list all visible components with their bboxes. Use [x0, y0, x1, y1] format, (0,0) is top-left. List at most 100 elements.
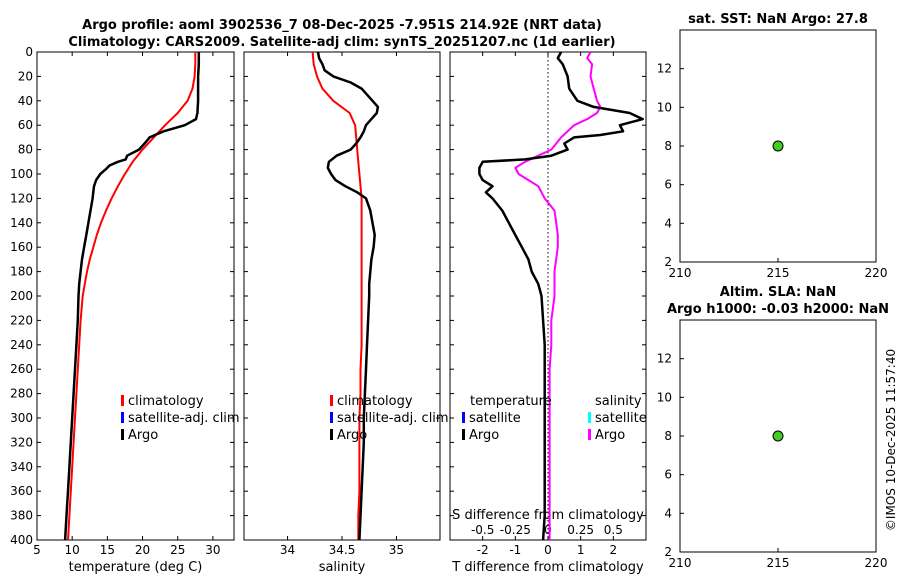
salinity-diff-axis-label: S difference from climatology — [452, 508, 644, 523]
depth-tick-label: 20 — [18, 69, 33, 83]
temperature-climatology-line — [67, 52, 197, 541]
temperature-legend-label: climatology — [128, 394, 204, 409]
difference-x-axis-label: T difference from climatology — [451, 560, 644, 575]
diff-legend-temperature-header: temperature — [470, 394, 552, 409]
sla-data-point — [772, 430, 784, 442]
temperature-x-tick-label: 25 — [170, 543, 185, 557]
depth-tick-label: 120 — [10, 191, 33, 205]
sst-y-tick-label: 2 — [664, 255, 672, 269]
sst-data-point — [772, 140, 784, 152]
sst-x-tick-label: 210 — [669, 266, 692, 280]
depth-tick-label: 200 — [10, 289, 33, 303]
difference-x-tick-label: 1 — [577, 543, 585, 557]
depth-tick-label: 300 — [10, 411, 33, 425]
temperature-legend-label: Argo — [128, 428, 158, 443]
sst-x-tick-label: 220 — [865, 266, 888, 280]
depth-tick-label: 400 — [10, 533, 33, 547]
diff-temperature-legend-label: Argo — [469, 428, 499, 443]
temperature-x-tick-label: 10 — [65, 543, 80, 557]
sla-y-tick-label: 2 — [664, 545, 672, 559]
sla-title-line1: Altim. SLA: NaN — [720, 285, 836, 300]
sst-y-tick-label: 4 — [664, 216, 672, 230]
sla-x-tick-label: 215 — [767, 556, 790, 570]
temperature-difference-argo-line — [478, 51, 644, 541]
salinity-legend-label: climatology — [337, 394, 413, 409]
temperature-x-tick-label: 30 — [205, 543, 220, 557]
salinity-argo-line — [316, 51, 380, 541]
difference-x-tick-label: 0 — [544, 543, 552, 557]
sla-y-tick-label: 6 — [664, 468, 672, 482]
salinity-axes-box — [243, 51, 441, 541]
depth-tick-label: 240 — [10, 338, 33, 352]
salinity-legend-swatch — [330, 395, 333, 406]
sst-x-tick-label: 215 — [767, 266, 790, 280]
salinity-diff-tick-label: -0.5 — [471, 523, 494, 537]
sst-title: sat. SST: NaN Argo: 27.8 — [688, 12, 868, 27]
temperature-x-tick-label: 5 — [33, 543, 41, 557]
figure-title-line2: Climatology: CARS2009. Satellite-adj cli… — [68, 35, 615, 50]
temperature-legend-swatch — [121, 395, 124, 406]
sla-x-tick-label: 210 — [669, 556, 692, 570]
depth-tick-label: 100 — [10, 167, 33, 181]
salinity-x-axis-label: salinity — [319, 560, 366, 575]
sst-y-tick-label: 6 — [664, 178, 672, 192]
diff-salinity-legend-label: Argo — [595, 428, 625, 443]
salinity-x-tick-label: 34.5 — [329, 543, 356, 557]
depth-tick-label: 340 — [10, 460, 33, 474]
sla-y-tick-label: 8 — [664, 429, 672, 443]
temperature-x-tick-label: 15 — [100, 543, 115, 557]
difference-x-tick-label: -2 — [477, 543, 489, 557]
sst-y-tick-label: 8 — [664, 139, 672, 153]
diff-salinity-legend-swatch — [588, 412, 591, 423]
salinity-legend-label: Argo — [337, 428, 367, 443]
figure-title-line1: Argo profile: aoml 3902536_7 08-Dec-2025… — [82, 18, 602, 33]
depth-tick-label: 160 — [10, 240, 33, 254]
depth-tick-label: 320 — [10, 435, 33, 449]
salinity-legend-swatch — [330, 429, 333, 440]
salinity-climatology-line — [311, 51, 363, 540]
salinity-diff-tick-label: -0.25 — [500, 523, 531, 537]
salinity-difference-argo-line — [514, 51, 602, 540]
temperature-axes-box — [36, 51, 235, 541]
temperature-x-axis-label: temperature (deg C) — [69, 560, 203, 575]
temperature-legend-swatch — [121, 429, 124, 440]
diff-temperature-legend-swatch — [462, 429, 465, 440]
sla-x-tick-label: 220 — [865, 556, 888, 570]
difference-x-tick-label: 2 — [610, 543, 618, 557]
depth-tick-label: 360 — [10, 484, 33, 498]
depth-tick-label: 80 — [18, 143, 33, 157]
salinity-diff-tick-label: 0.5 — [604, 523, 623, 537]
sla-y-tick-label: 10 — [657, 390, 672, 404]
depth-tick-label: 140 — [10, 216, 33, 230]
salinity-diff-tick-label: 0 — [544, 523, 552, 537]
diff-salinity-legend-label: satellite — [595, 411, 647, 426]
difference-x-tick-label: -1 — [509, 543, 521, 557]
temperature-x-tick-label: 20 — [135, 543, 150, 557]
chart-marks: 0204060801001201401601802002202402602803… — [10, 29, 888, 575]
sst-y-tick-label: 12 — [657, 62, 672, 76]
depth-tick-label: 280 — [10, 387, 33, 401]
diff-legend-salinity-header: salinity — [595, 394, 642, 409]
sla-title-line2: Argo h1000: -0.03 h2000: NaN — [667, 302, 889, 317]
depth-tick-label: 220 — [10, 313, 33, 327]
temperature-legend-label: satellite-adj. clim — [128, 411, 240, 426]
depth-tick-label: 60 — [18, 118, 33, 132]
imos-timestamp: ©IMOS 10-Dec-2025 11:57:40 — [884, 349, 898, 531]
salinity-legend-swatch — [330, 412, 333, 423]
sla-y-tick-label: 12 — [657, 352, 672, 366]
diff-temperature-legend-swatch — [462, 412, 465, 423]
sla-y-tick-label: 4 — [664, 506, 672, 520]
temperature-argo-line — [63, 52, 201, 541]
salinity-legend-label: satellite-adj. clim — [337, 411, 449, 426]
depth-tick-label: 380 — [10, 509, 33, 523]
depth-tick-label: 40 — [18, 94, 33, 108]
diff-temperature-legend-label: satellite — [469, 411, 521, 426]
depth-tick-label: 260 — [10, 362, 33, 376]
sst-y-tick-label: 10 — [657, 100, 672, 114]
depth-tick-label: 180 — [10, 265, 33, 279]
temperature-legend-swatch — [121, 412, 124, 423]
salinity-x-tick-label: 35 — [389, 543, 404, 557]
diff-salinity-legend-swatch — [588, 429, 591, 440]
depth-tick-label: 0 — [25, 45, 33, 59]
